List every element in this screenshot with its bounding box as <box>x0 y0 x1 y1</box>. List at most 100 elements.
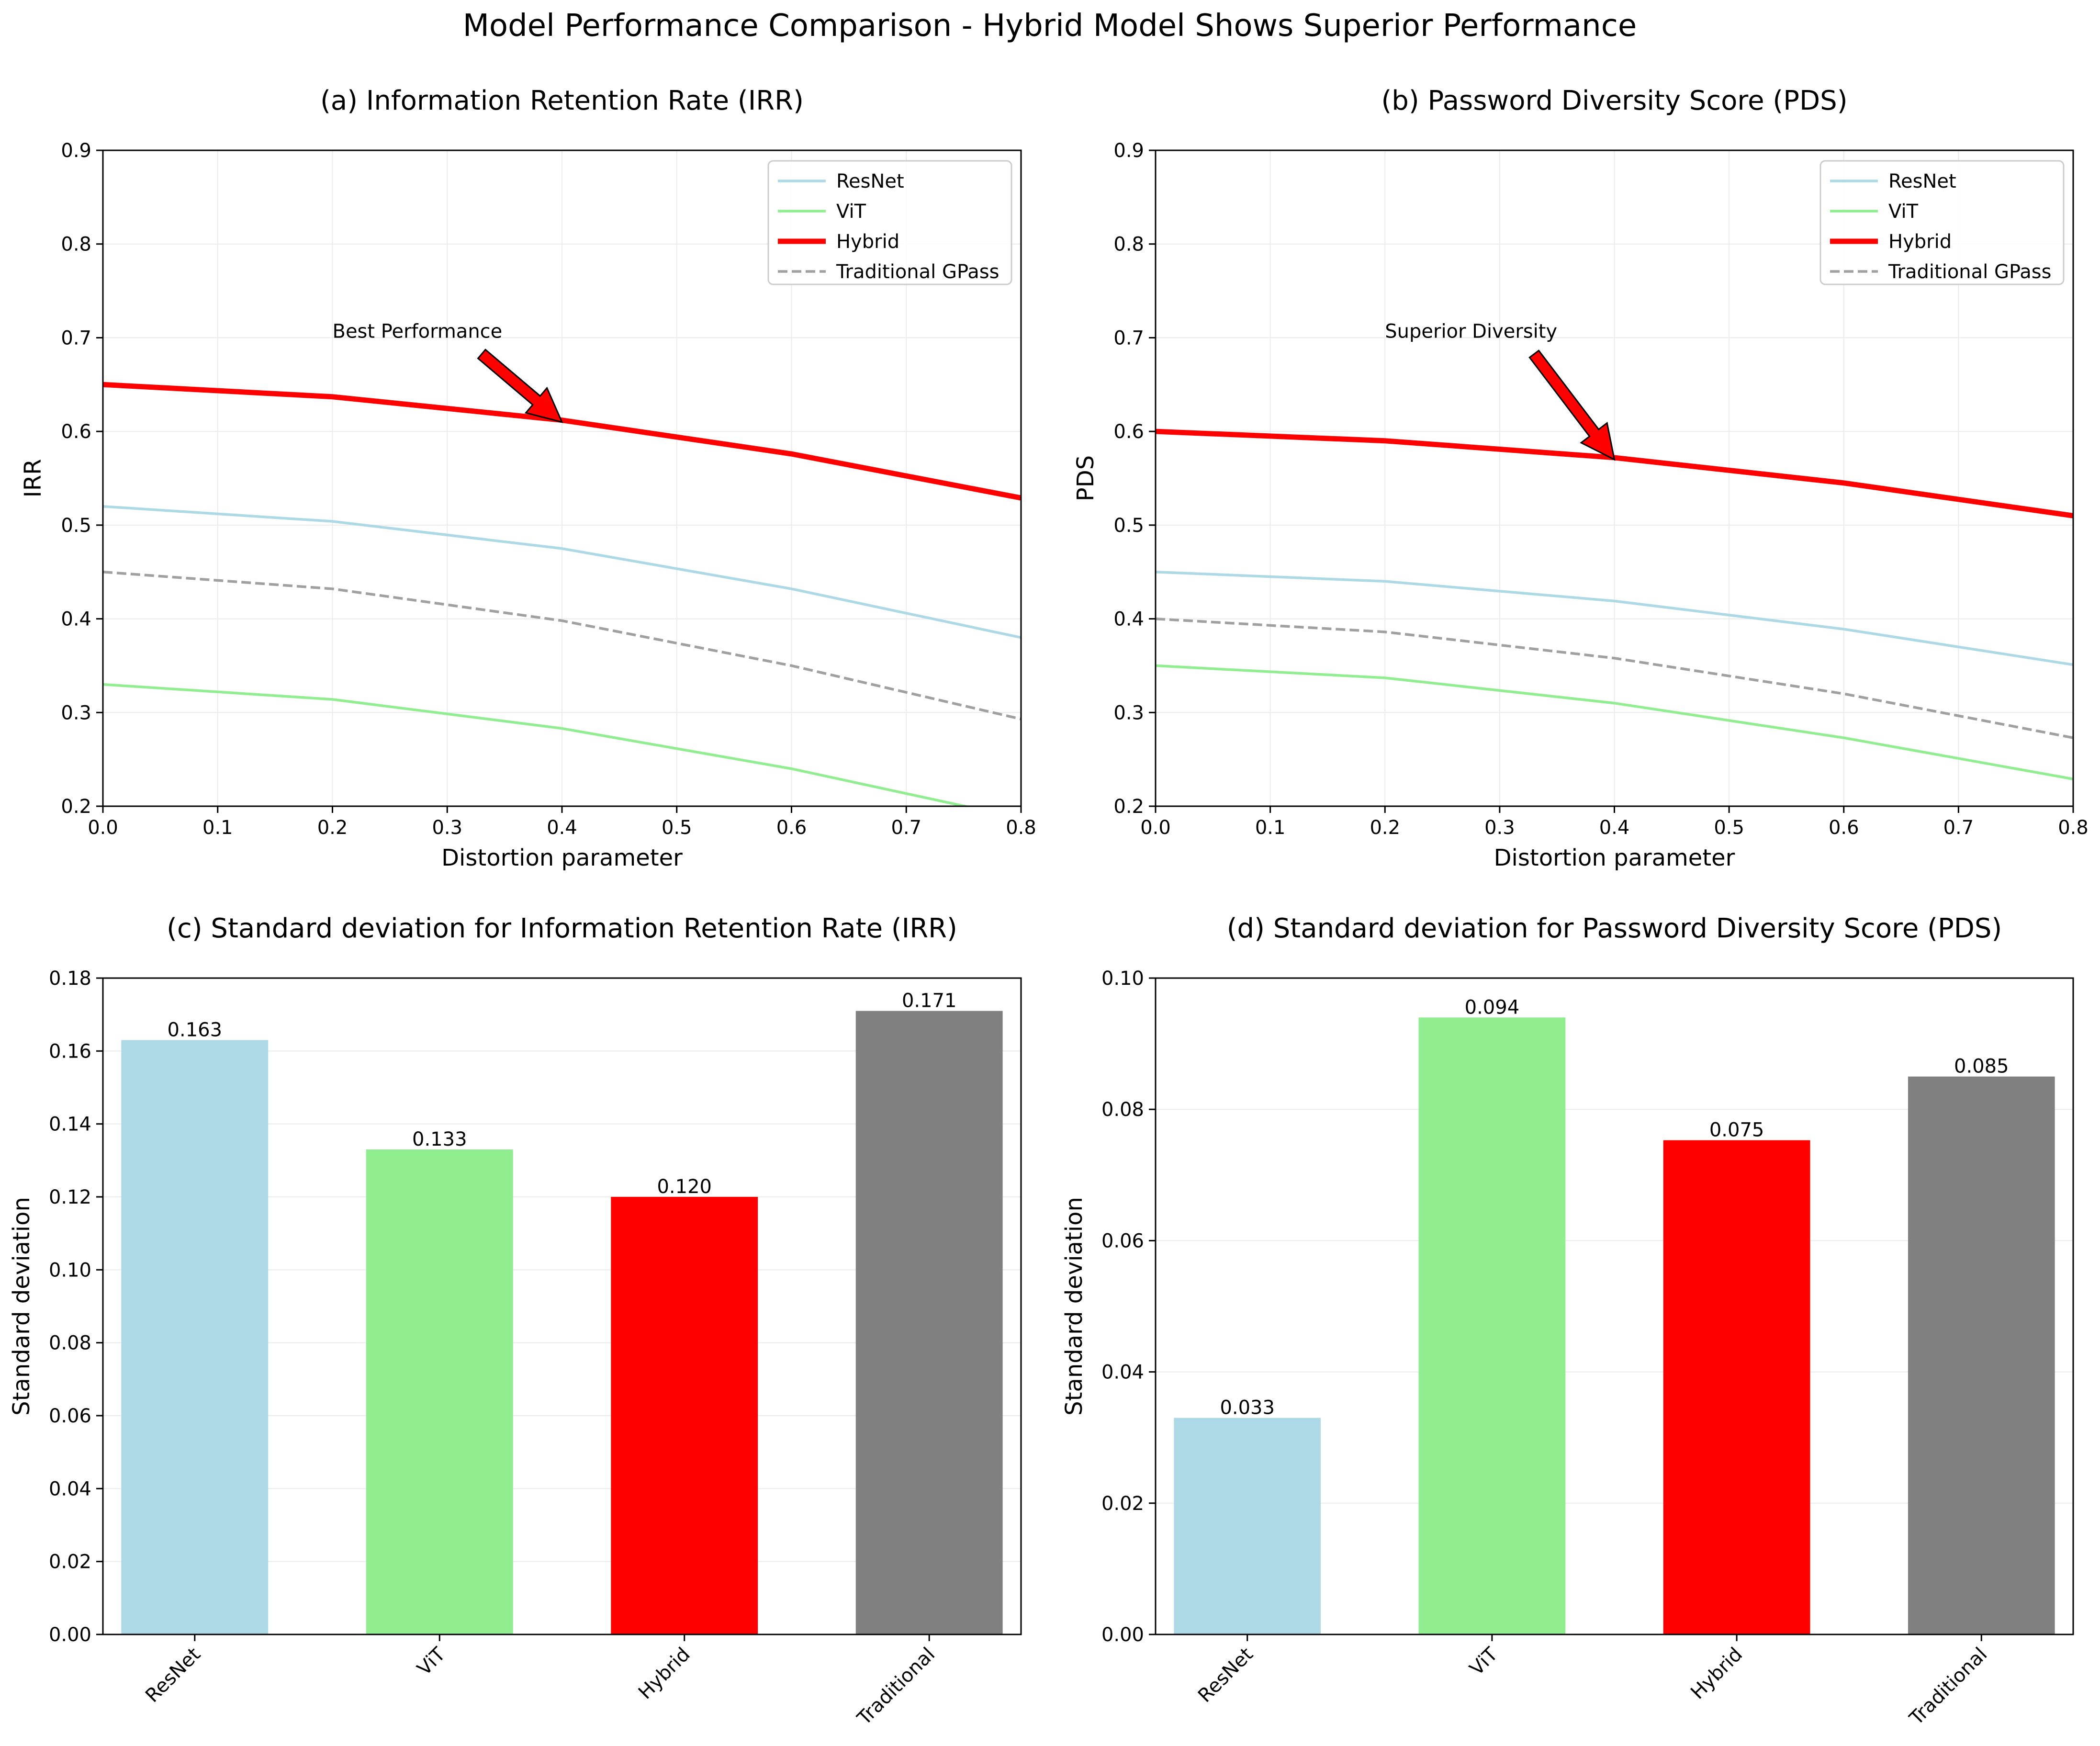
y-tick-label: 0.3 <box>1113 702 1144 724</box>
x-tick-label: 0.1 <box>1255 817 1286 839</box>
x-tick-label: Hybrid <box>1686 1644 1747 1704</box>
series-line-hybrid <box>103 382 1021 501</box>
bar-vit <box>1418 1017 1566 1634</box>
x-tick-label: 0.2 <box>1370 817 1400 839</box>
annotation-arrow <box>477 349 563 423</box>
panel-d: (d) Standard deviation for Password Dive… <box>1061 913 2074 1730</box>
legend-label-vit: ViT <box>836 201 866 223</box>
x-tick-label: 0.5 <box>1714 817 1744 839</box>
x-axis-label: Distortion parameter <box>1494 845 1735 871</box>
bar-hybrid <box>611 1197 758 1634</box>
y-tick-label: 0.3 <box>61 702 91 724</box>
legend-label-traditional-gpass: Traditional GPass <box>836 261 999 283</box>
y-tick-label: 0.9 <box>1113 140 1144 162</box>
x-axis-label: Distortion parameter <box>441 845 683 871</box>
y-tick-label: 0.06 <box>49 1405 91 1427</box>
y-tick-label: 0.00 <box>49 1624 91 1646</box>
y-tick-label: 0.00 <box>1101 1624 1144 1646</box>
x-tick-label: 0.6 <box>1829 817 1859 839</box>
bar-vit <box>366 1149 513 1634</box>
y-tick-label: 0.18 <box>49 968 91 990</box>
panel-b: (b) Password Diversity Score (PDS) Superi… <box>1072 85 2089 871</box>
y-tick-label: 0.2 <box>61 796 91 818</box>
y-tick-label: 0.14 <box>49 1114 91 1136</box>
bar-value-label: 0.033 <box>1220 1397 1275 1419</box>
legend-label-resnet: ResNet <box>836 170 904 192</box>
legend-box <box>1819 160 2065 285</box>
y-tick-label: 0.06 <box>1101 1230 1144 1252</box>
y-tick-label: 0.6 <box>61 421 91 443</box>
bar-value-label: 0.133 <box>412 1128 467 1150</box>
y-tick-label: 0.8 <box>1113 234 1144 256</box>
y-tick-label: 0.10 <box>49 1259 91 1281</box>
y-tick-label: 0.2 <box>1113 796 1144 818</box>
x-tick-label: 0.2 <box>317 817 348 839</box>
y-tick-label: 0.5 <box>1113 515 1144 537</box>
bar-value-label: 0.171 <box>902 990 957 1012</box>
y-tick-label: 0.04 <box>49 1478 91 1500</box>
legend-label-hybrid: Hybrid <box>1888 231 1952 253</box>
bar-resnet <box>121 1040 269 1634</box>
x-tick-label: 0.6 <box>776 817 807 839</box>
legend-label-traditional-gpass: Traditional GPass <box>1888 261 2052 283</box>
panel-title: (b) Password Diversity Score (PDS) <box>1381 85 1847 116</box>
bar-value-label: 0.163 <box>168 1019 223 1041</box>
annotation-arrow <box>1528 349 1616 461</box>
y-tick-label: 0.9 <box>61 140 91 162</box>
x-tick-label: 0.8 <box>2058 817 2089 839</box>
legend-label-vit: ViT <box>1888 201 1919 223</box>
x-tick-label: ViT <box>1466 1643 1503 1680</box>
bar-value-label: 0.094 <box>1465 996 1520 1018</box>
y-tick-label: 0.8 <box>61 234 91 256</box>
bar-traditional <box>1908 1076 2055 1634</box>
legend-label-resnet: ResNet <box>1888 170 1956 192</box>
y-axis-label: Standard deviation <box>1061 1197 1088 1416</box>
y-tick-label: 0.7 <box>61 327 91 349</box>
series-line-traditional-gpass <box>103 570 1021 721</box>
x-tick-label: 0.1 <box>202 817 233 839</box>
y-tick-label: 0.12 <box>49 1186 91 1208</box>
panel-title: (c) Standard deviation for Information R… <box>167 913 957 944</box>
x-tick-label: 0.4 <box>1599 817 1630 839</box>
x-tick-label: 0.0 <box>88 817 118 839</box>
x-tick-label: Traditional <box>1905 1644 1992 1730</box>
legend: ResNet ViT Hybrid Traditional GPass <box>767 160 1012 285</box>
y-tick-label: 0.04 <box>1101 1362 1144 1384</box>
x-tick-label: ResNet <box>141 1644 205 1707</box>
axes-frame <box>102 977 1022 1635</box>
series-line-resnet <box>1156 570 2073 666</box>
y-tick-label: 0.02 <box>49 1551 91 1573</box>
bar-value-label: 0.075 <box>1709 1119 1764 1141</box>
bar-hybrid <box>1663 1140 1810 1634</box>
x-tick-label: 0.4 <box>547 817 577 839</box>
y-tick-label: 0.16 <box>49 1040 91 1062</box>
panel-a: (a) Information Retention Rate (IRR) Best… <box>20 85 1036 871</box>
series-line-resnet <box>103 505 1021 639</box>
y-axis-label: Standard deviation <box>8 1197 35 1416</box>
x-tick-label: ResNet <box>1194 1644 1258 1707</box>
y-tick-label: 0.6 <box>1113 421 1144 443</box>
annotation-text: Best Performance <box>333 320 503 342</box>
figure-suptitle: Model Performance Comparison - Hybrid Mo… <box>463 8 1637 44</box>
bar-resnet <box>1174 1418 1321 1634</box>
y-tick-label: 0.08 <box>49 1332 91 1354</box>
y-axis-label: PDS <box>1072 455 1099 501</box>
series-line-vit <box>1156 664 2073 780</box>
series-line-traditional-gpass <box>1156 617 2073 739</box>
y-tick-label: 0.5 <box>61 515 91 537</box>
x-tick-label: 0.3 <box>1484 817 1515 839</box>
panel-title: (a) Information Retention Rate (IRR) <box>320 85 804 116</box>
panel-title: (d) Standard deviation for Password Dive… <box>1227 913 2002 944</box>
panel-c: (c) Standard deviation for Information R… <box>8 913 1022 1730</box>
y-tick-label: 0.08 <box>1101 1099 1144 1121</box>
x-tick-label: 0.3 <box>432 817 462 839</box>
axes-frame <box>1155 977 2074 1635</box>
bar-value-label: 0.085 <box>1954 1056 2009 1078</box>
x-tick-label: 0.8 <box>1006 817 1036 839</box>
legend-box <box>767 160 1012 285</box>
legend-label-hybrid: Hybrid <box>836 231 899 253</box>
x-tick-label: 0.5 <box>662 817 692 839</box>
series-line-vit <box>103 683 971 806</box>
x-tick-label: 0.7 <box>1943 817 1974 839</box>
